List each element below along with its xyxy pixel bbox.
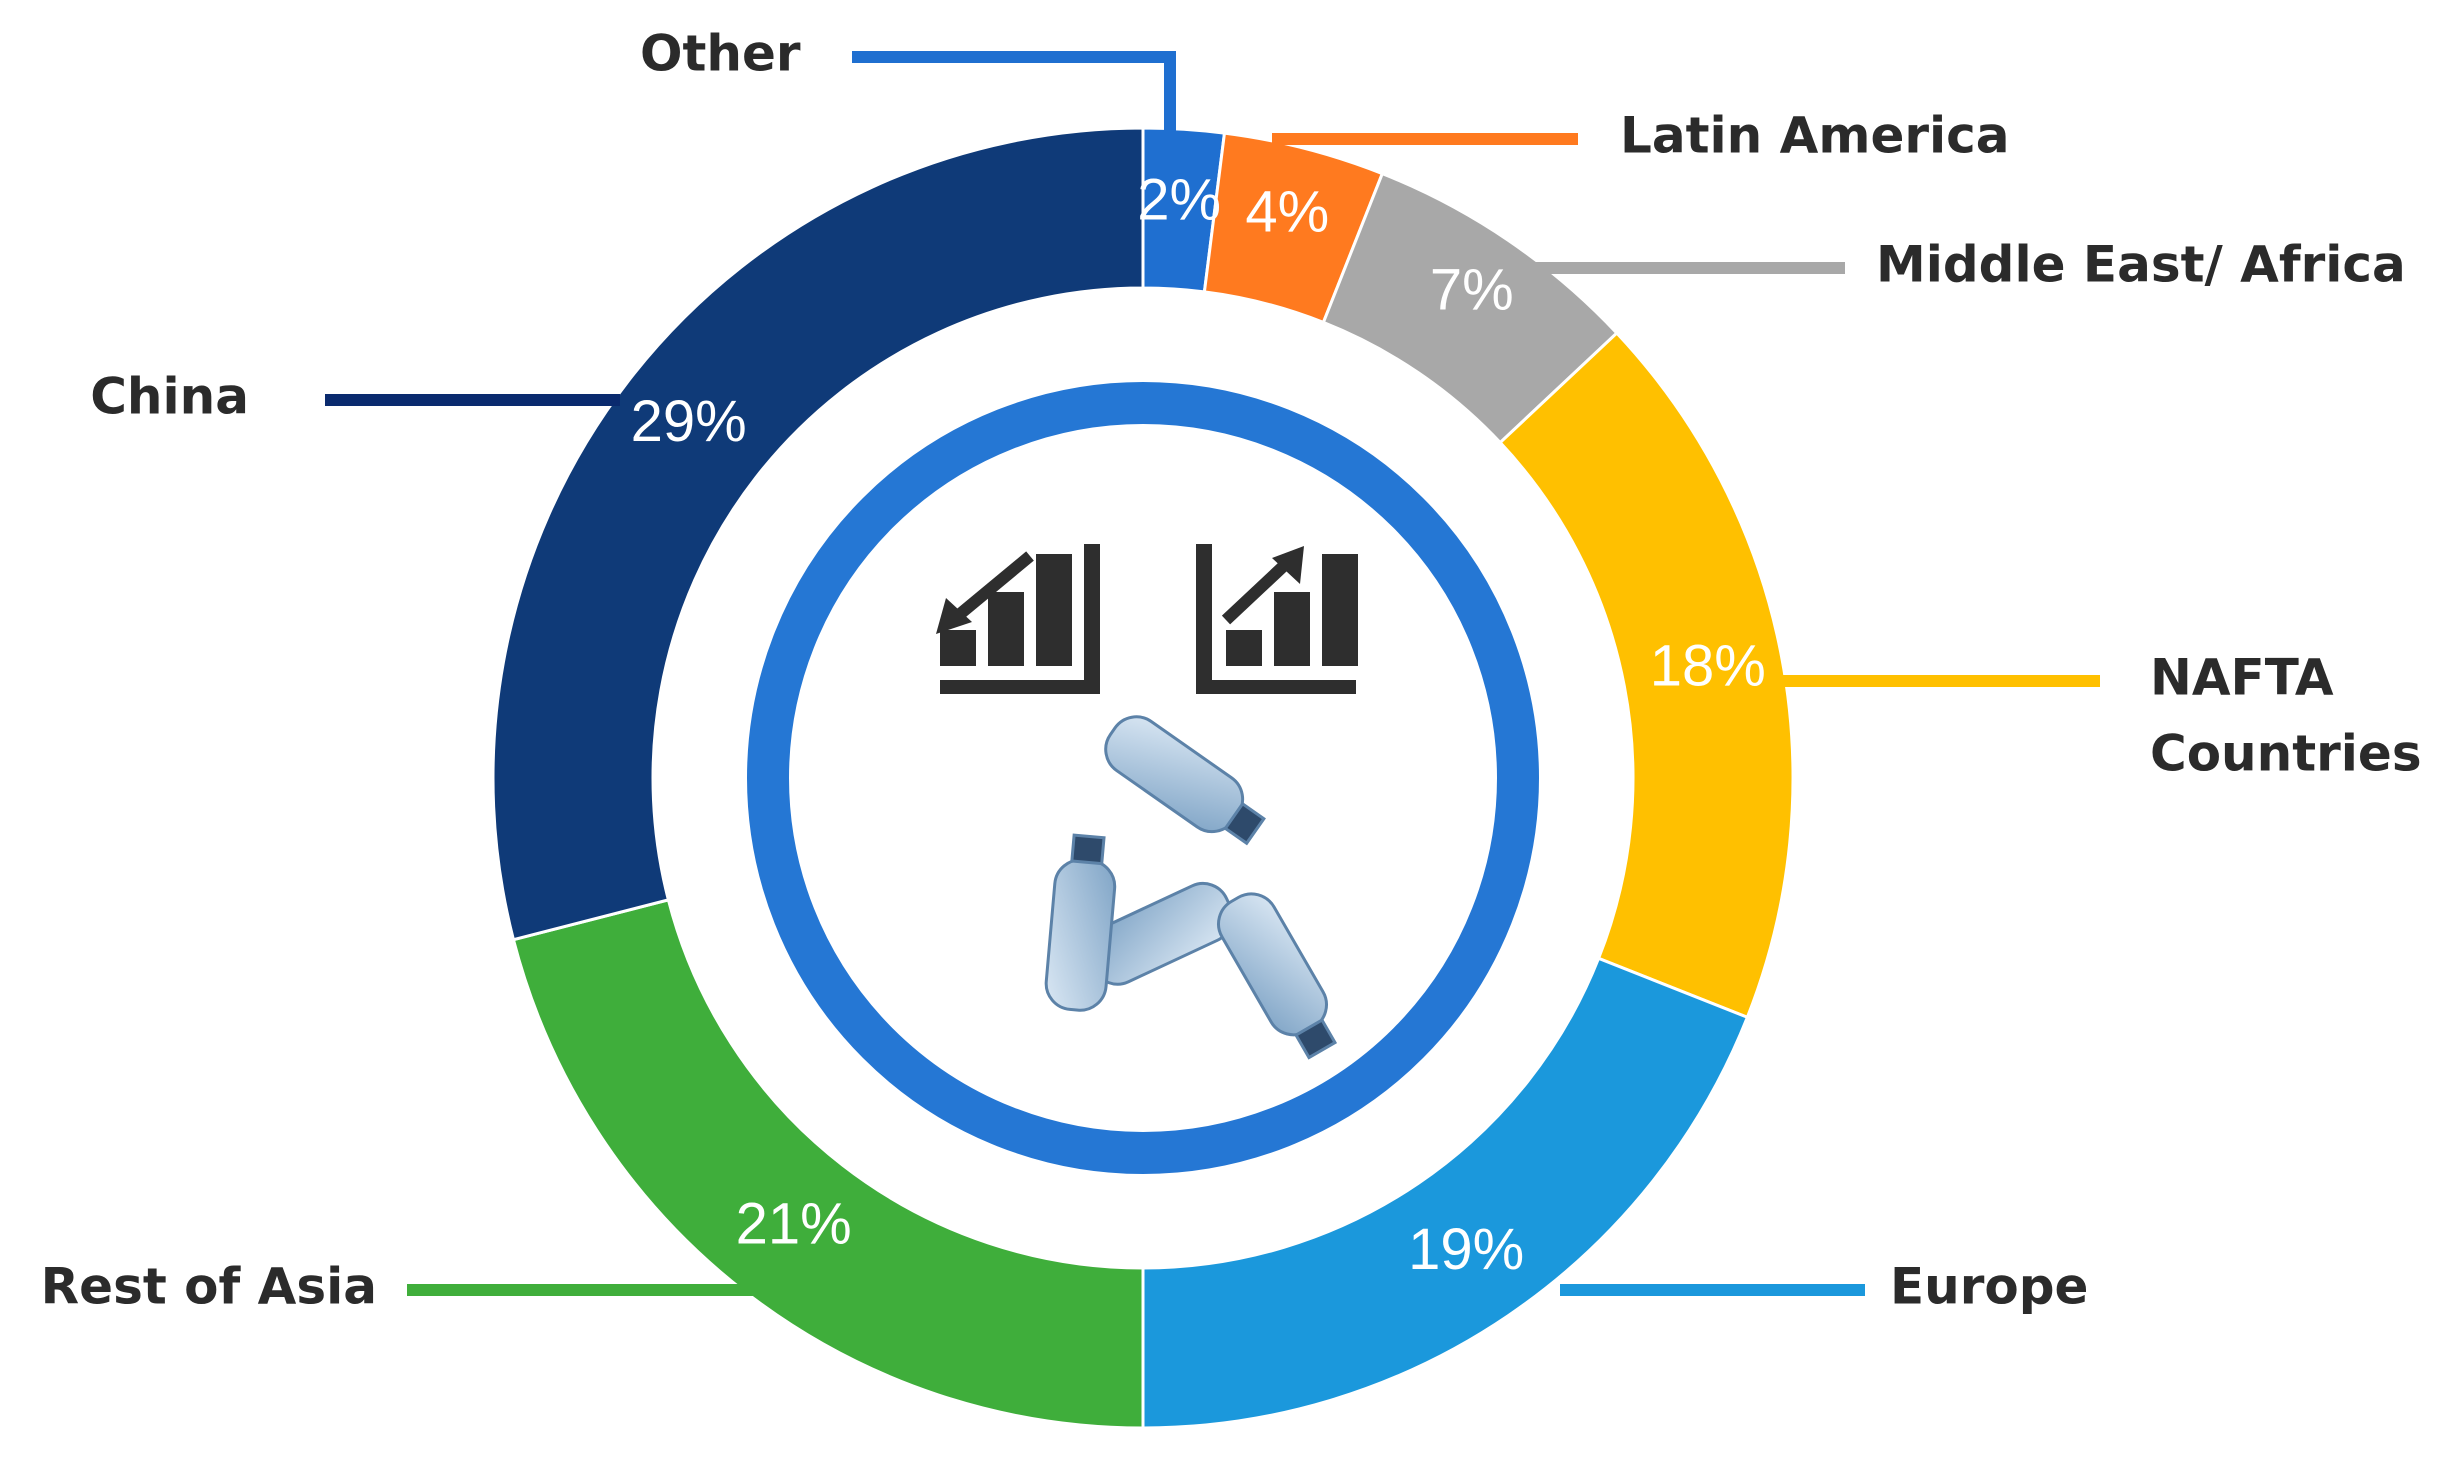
bar-chart-increase-icon (1196, 544, 1358, 694)
category-label-latin-america: Latin America (1620, 107, 2010, 165)
value-label-middle-east-africa: 7% (1430, 257, 1514, 322)
category-label-middle-east-africa: Middle East/ Africa (1876, 236, 2406, 294)
value-label-other: 2% (1137, 167, 1221, 232)
slice-europe (1141, 956, 1750, 1430)
value-label-latin-america: 4% (1245, 180, 1329, 245)
category-label-europe: Europe (1890, 1258, 2088, 1316)
category-labels: Other Latin America Middle East/ Africa NAF… (41, 25, 2422, 1316)
category-label-other: Other (640, 25, 801, 83)
category-label-nafta-countries: NAFTA Countries (2150, 649, 2422, 783)
donut-slices (491, 126, 1795, 1430)
leader-line-latin-america (1272, 133, 1578, 148)
leader-lines (325, 51, 2100, 1296)
value-labels: 2% 4% 7% 18% 19% 21% 29% (631, 167, 1766, 1281)
category-label-china: China (90, 368, 249, 426)
value-label-china: 29% (631, 389, 747, 454)
value-label-europe: 19% (1408, 1217, 1524, 1282)
leader-line-other (852, 51, 1176, 140)
inner-ring (747, 382, 1539, 1174)
category-label-rest-of-asia: Rest of Asia (41, 1258, 377, 1316)
value-label-nafta-countries: 18% (1650, 634, 1766, 699)
slice-rest-of-asia (511, 898, 1145, 1430)
value-label-rest-of-asia: 21% (736, 1192, 852, 1257)
slice-china (491, 126, 1145, 942)
bottle-recycle-icon (1044, 715, 1338, 1060)
bar-chart-decrease-icon (936, 544, 1100, 694)
